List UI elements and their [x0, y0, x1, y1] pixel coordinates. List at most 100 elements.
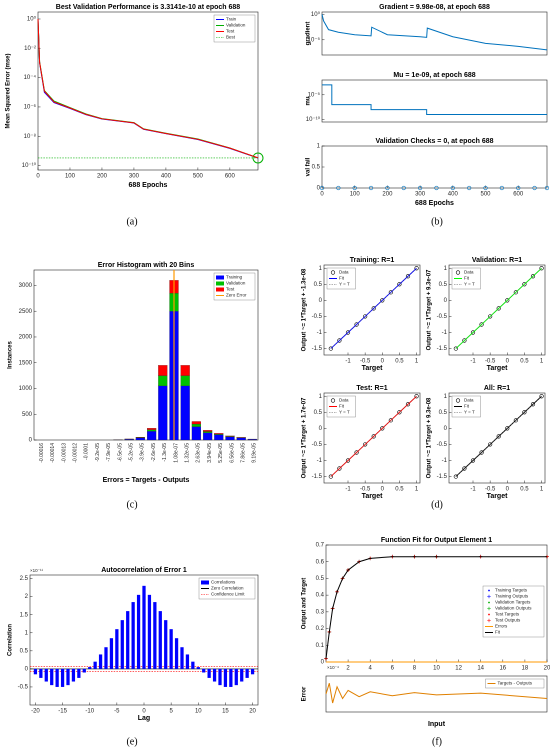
x-tick-label: 0 [320, 192, 324, 198]
x-tick-label: 6.56e-05 [229, 443, 235, 463]
x-tick-label: 500 [193, 174, 204, 180]
caption: (e) [126, 736, 137, 747]
marker [385, 185, 390, 191]
legend-label: Test Targets [495, 612, 520, 617]
bar [158, 385, 168, 441]
legend-box [485, 678, 545, 689]
legend-box [482, 585, 545, 638]
legend-label: Test [226, 287, 235, 292]
y-tick-label: 0 [444, 298, 448, 304]
chart-title: Test: R=1 [356, 385, 387, 392]
marker [470, 330, 476, 335]
y-axis-label: Instances [8, 341, 14, 369]
bar [33, 668, 38, 675]
x-tick-label: -1 [470, 359, 476, 365]
bar [185, 654, 190, 669]
x-tick-label: 200 [97, 174, 108, 180]
y-tick-label: 0.5 [20, 648, 29, 654]
x-tick-label: -20 [31, 709, 40, 715]
bar [126, 611, 130, 669]
y-tick-label: 10⁻² [24, 46, 36, 52]
y-tick-label: 0.4 [316, 593, 325, 599]
x-tick-label: 2 [346, 666, 350, 672]
caption: (a) [126, 216, 137, 227]
legend-label: Y = T [339, 282, 350, 287]
marker [488, 601, 490, 604]
marker [354, 322, 359, 327]
bar [55, 668, 59, 687]
marker [496, 434, 501, 439]
x-tick-label: 10 [433, 666, 440, 672]
legend-box [451, 395, 481, 418]
marker [505, 426, 510, 431]
marker [539, 394, 544, 399]
y-tick-label: 0 [317, 186, 321, 192]
bar [82, 668, 86, 673]
y-tick-label: 1 [319, 266, 323, 272]
bar [39, 668, 43, 678]
x-tick-label: 400 [161, 174, 172, 180]
marker [522, 282, 527, 287]
y-tick-label: -1 [317, 458, 323, 464]
x-tick-label: -5 [114, 709, 120, 715]
marker [487, 594, 491, 599]
marker [532, 185, 537, 191]
y-tick-label: -0.5 [312, 442, 323, 448]
bar [44, 668, 48, 682]
marker [397, 282, 402, 287]
marker [487, 606, 491, 611]
marker [330, 398, 336, 403]
x-tick-label: -3.9e-05 [140, 443, 146, 462]
x-tick-label: 1.08e-07 [173, 443, 179, 463]
marker [319, 185, 325, 191]
y-tick-label: 0 [319, 298, 323, 304]
x-tick-label: 7.86e-05 [241, 443, 247, 463]
bar [191, 661, 195, 669]
marker [380, 426, 385, 431]
legend-label: Validation [226, 23, 246, 28]
y-tick-label: 10⁻⁸ [24, 133, 37, 140]
chart-title: Validation: R=1 [472, 257, 522, 264]
marker [516, 185, 521, 191]
x-tick-label: -0.5 [485, 359, 496, 365]
bar [191, 423, 201, 427]
y-tick-label: 0.7 [316, 543, 325, 549]
x-axis-label: Input [428, 721, 446, 728]
marker [336, 185, 341, 191]
bar [88, 667, 92, 669]
y-tick-label: -1.5 [312, 346, 323, 352]
marker [479, 450, 484, 455]
y-tick-label: 0 [444, 426, 448, 432]
x-axis-label: 688 Epochs [129, 182, 168, 189]
marker [499, 185, 504, 191]
legend-swatch [216, 275, 224, 280]
marker [337, 466, 342, 471]
bar [180, 365, 190, 376]
x-tick-label: 16 [499, 666, 506, 672]
bar [124, 439, 134, 441]
caption: (d) [431, 499, 443, 510]
y-tick-label: 1 [444, 394, 448, 400]
y-tick-label: 0.5 [314, 282, 323, 288]
bar [174, 638, 179, 669]
marker [513, 290, 518, 295]
x-tick-label: 0 [381, 487, 385, 493]
y-axis-label: Error [302, 686, 308, 701]
y-tick-label: 0.1 [316, 643, 325, 649]
marker [505, 298, 510, 303]
y-tick-label: 1 [25, 630, 29, 636]
y-tick-label: 0 [319, 426, 323, 432]
x-tick-label: -0.5 [360, 359, 371, 365]
marker [405, 274, 411, 279]
y-tick-label: 2.5 [20, 576, 29, 582]
legend-swatch [201, 580, 209, 585]
marker [453, 346, 458, 351]
bar [234, 668, 238, 686]
legend-swatch [216, 287, 224, 292]
x-tick-label: 5.25e-05 [218, 443, 224, 463]
legend-label: Training Targets [495, 588, 528, 593]
marker [363, 442, 368, 447]
bar [207, 668, 211, 678]
bar [104, 647, 108, 669]
marker [470, 458, 476, 463]
